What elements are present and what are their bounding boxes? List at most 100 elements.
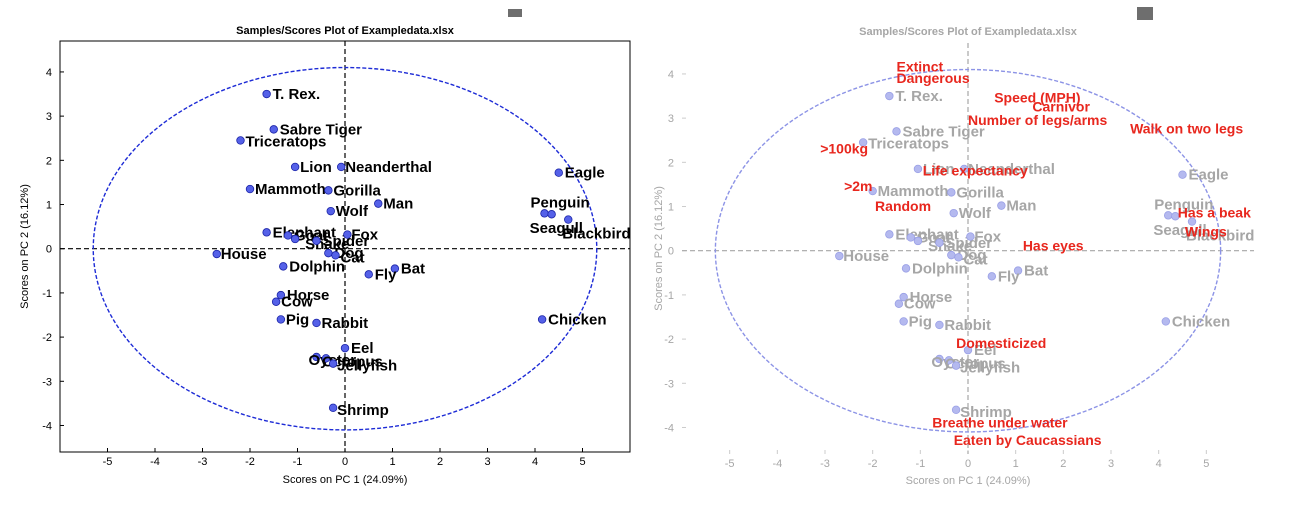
sample-point (312, 318, 321, 328)
x-tick-label: 1 (1013, 458, 1019, 470)
sample-point-label: Horse (910, 289, 953, 306)
sample-point (547, 210, 556, 219)
sample-point-label: Chicken (548, 311, 606, 328)
x-tick-label: 1 (389, 456, 395, 468)
sample-point-label: Bat (1024, 263, 1048, 280)
sample-point-label: Dolphin (912, 260, 968, 277)
sample-point-label: Sabre Tiger (903, 123, 985, 140)
sample-point (954, 253, 963, 262)
y-tick-label: -3 (664, 378, 674, 390)
x-tick-label: -1 (293, 456, 303, 468)
sample-point-label: Fly (998, 268, 1020, 285)
variable-loading-label: Random (875, 198, 931, 214)
variable-loading-label: Dangerous (897, 70, 970, 86)
x-tick-label: 0 (342, 456, 348, 468)
sample-point-label: Wolf (336, 203, 369, 220)
sample-point (337, 162, 346, 172)
sample-point-label: Pig (909, 313, 932, 330)
sample-point-label: T. Rex. (273, 86, 321, 103)
sample-point-label: Penguin (531, 194, 590, 211)
y-tick-label: 0 (668, 246, 674, 258)
sample-point (835, 251, 844, 261)
sample-point-label: Spider (323, 233, 370, 250)
sample-point-label: Dog (334, 245, 363, 262)
sample-point (987, 272, 997, 281)
sample-point (324, 248, 333, 258)
sample-point (324, 186, 333, 195)
confidence-ellipse (92, 66, 598, 431)
sample-point (892, 127, 901, 136)
sample-point (858, 138, 868, 147)
sample-point-label: Pig (286, 311, 309, 328)
sample-point (885, 91, 894, 101)
sample-point (935, 320, 944, 330)
sample-point-label: Cow (904, 296, 936, 313)
sample-point (326, 206, 335, 216)
sample-point-label: Dolphin (289, 258, 345, 275)
sample-point (340, 343, 350, 353)
sample-point (328, 403, 338, 413)
sample-point (312, 236, 321, 245)
sample-point-label: Octopus (322, 353, 383, 370)
x-tick-label: 4 (1156, 458, 1162, 470)
sample-point (868, 186, 877, 196)
variable-loading-label: >100kg (820, 140, 868, 156)
sample-point (283, 231, 293, 240)
x-tick-label: -2 (245, 456, 255, 468)
sample-point-label: T. Rex. (895, 88, 943, 105)
sample-point (279, 262, 288, 271)
sample-point-label: Chicken (1172, 313, 1230, 330)
sample-point (906, 233, 915, 242)
y-tick-label: 2 (46, 155, 52, 167)
sample-point (564, 215, 573, 224)
sample-point-label: Seagull (530, 220, 583, 237)
x-tick-label: -4 (150, 456, 160, 468)
x-tick-label: -3 (820, 458, 830, 470)
sample-point-label: Horse (287, 287, 330, 304)
variable-loading-label: Extinct (897, 59, 944, 75)
sample-point (885, 230, 894, 239)
variable-loading-label: Has eyes (1023, 238, 1084, 254)
scores-plot-left: Samples/Scores Plot of Exampledata.xlsx S… (19, 25, 631, 486)
sample-point (290, 234, 300, 244)
variable-loading-label: Has a beak (1178, 205, 1251, 221)
variable-loading-label: Number of legs/arms (968, 112, 1107, 128)
y-tick-label: -2 (664, 334, 674, 346)
sample-point (245, 184, 255, 194)
variable-loading-label: Eaten by Caucassians (954, 432, 1102, 448)
sample-point (537, 315, 547, 324)
sample-point-label: Eel (351, 340, 374, 357)
x-tick-label: 5 (579, 456, 585, 468)
sample-point (966, 232, 975, 241)
sample-point (944, 356, 954, 365)
sample-point (894, 299, 904, 308)
y-tick-label: -3 (42, 376, 52, 388)
sample-point-label: Man (383, 196, 413, 213)
sample-point-label: Fox (974, 229, 1001, 246)
y-tick-label: 3 (46, 111, 52, 123)
sample-point-label: Neanderthal (968, 161, 1055, 178)
sample-point-label: Dog (957, 247, 986, 264)
sample-point (290, 162, 300, 172)
x-tick-label: 4 (532, 456, 538, 468)
sample-point-label: Cat (963, 251, 987, 268)
sample-point (899, 292, 908, 302)
sample-point (947, 188, 956, 197)
sample-point (951, 361, 961, 370)
sample-point-label: Jellyfish (960, 360, 1020, 377)
sample-point-label: Spider (945, 235, 992, 252)
sample-point-label: Bat (401, 261, 425, 278)
variable-loading-label: Walk on two legs (1130, 121, 1243, 137)
sample-point-label: Cat (341, 249, 365, 266)
sample-point-label: Triceratops (246, 133, 327, 150)
chart-title: Samples/Scores Plot of Exampledata.xlsx (236, 25, 455, 37)
sample-point (331, 251, 340, 260)
sample-point-label: Shrimp (337, 402, 389, 419)
x-axis-label: Scores on PC 1 (24.09%) (906, 475, 1031, 487)
sample-point (276, 315, 286, 324)
sample-point-label: Jellyfish (337, 358, 397, 375)
y-tick-label: -4 (664, 422, 674, 434)
sample-point (236, 136, 245, 145)
confidence-ellipse (714, 68, 1222, 433)
chart-title: Samples/Scores Plot of Exampledata.xlsx (859, 26, 1078, 38)
